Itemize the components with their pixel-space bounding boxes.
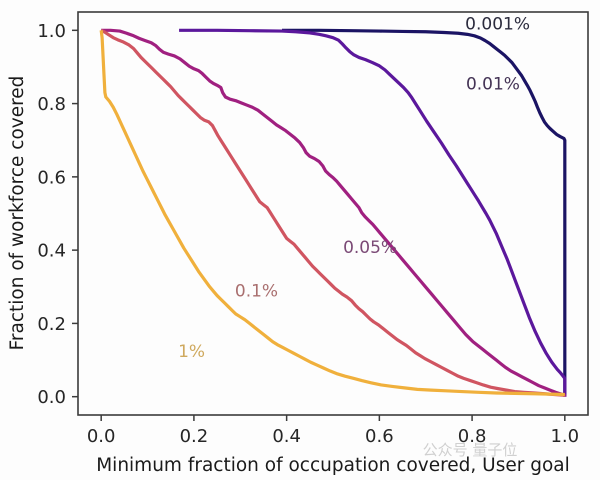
axes-spines bbox=[77, 11, 589, 416]
x-axis-ticks: 0.0 0.2 0.4 0.6 0.8 1.0 bbox=[87, 415, 579, 447]
y-axis-ticks: 0.0 0.2 0.4 0.6 0.8 1.0 bbox=[37, 21, 78, 408]
y-tick-label: 0.2 bbox=[37, 314, 66, 335]
x-axis-title: Minimum fraction of occupation covered, … bbox=[96, 455, 570, 476]
curve-labels: 0.001% 0.01% 0.05% 0.1% 1% bbox=[178, 15, 530, 362]
x-tick-label: 0.6 bbox=[365, 426, 394, 447]
y-tick-label: 1.0 bbox=[37, 21, 66, 42]
curve-1 bbox=[99, 30, 565, 397]
x-tick-label: 0.8 bbox=[458, 426, 487, 447]
x-tick-label: 1.0 bbox=[550, 426, 579, 447]
y-tick-label: 0.6 bbox=[37, 167, 66, 188]
curve-001 bbox=[179, 28, 567, 397]
y-tick-label: 0.4 bbox=[37, 241, 66, 262]
series-group bbox=[99, 28, 567, 397]
curve-005 bbox=[101, 28, 567, 397]
label-1: 1% bbox=[178, 342, 205, 362]
curve-01 bbox=[100, 28, 565, 397]
label-005: 0.05% bbox=[343, 238, 397, 258]
label-0001: 0.001% bbox=[465, 15, 530, 35]
curve-0001 bbox=[282, 28, 567, 397]
y-tick-label: 0.8 bbox=[37, 94, 66, 115]
y-tick-label: 0.0 bbox=[37, 387, 66, 408]
x-tick-label: 0.0 bbox=[87, 426, 116, 447]
x-tick-label: 0.2 bbox=[180, 426, 209, 447]
watermark-text: 公众号 量子位 bbox=[423, 441, 518, 459]
label-01: 0.1% bbox=[235, 281, 278, 301]
x-tick-label: 0.4 bbox=[272, 426, 301, 447]
y-axis-title: Fraction of workforce covered bbox=[7, 76, 28, 351]
label-001: 0.01% bbox=[466, 74, 520, 94]
